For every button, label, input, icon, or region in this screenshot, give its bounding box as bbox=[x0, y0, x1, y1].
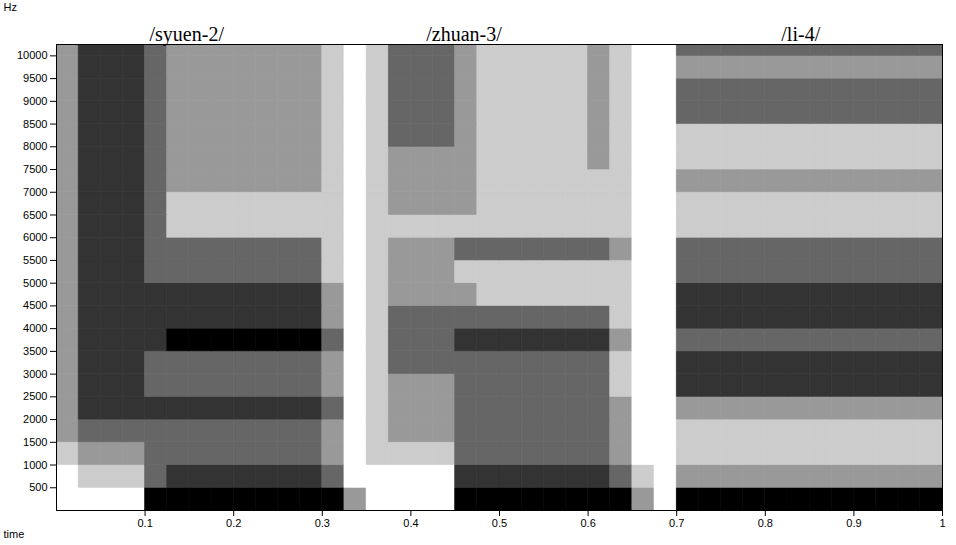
svg-text:4000: 4000 bbox=[23, 322, 47, 334]
svg-text:500: 500 bbox=[29, 481, 47, 493]
svg-text:8000: 8000 bbox=[23, 140, 47, 152]
svg-text:0.9: 0.9 bbox=[846, 517, 861, 529]
svg-text:4500: 4500 bbox=[23, 299, 47, 311]
svg-text:0.1: 0.1 bbox=[137, 517, 152, 529]
svg-text:/zhuan-3/: /zhuan-3/ bbox=[426, 23, 502, 45]
svg-text:2000: 2000 bbox=[23, 413, 47, 425]
svg-text:1000: 1000 bbox=[23, 459, 47, 471]
svg-text:7000: 7000 bbox=[23, 186, 47, 198]
svg-text:0.2: 0.2 bbox=[226, 517, 241, 529]
svg-text:0.8: 0.8 bbox=[758, 517, 773, 529]
svg-text:0.5: 0.5 bbox=[492, 517, 507, 529]
svg-text:6500: 6500 bbox=[23, 209, 47, 221]
svg-text:6000: 6000 bbox=[23, 231, 47, 243]
svg-text:3500: 3500 bbox=[23, 345, 47, 357]
svg-text:0.4: 0.4 bbox=[403, 517, 418, 529]
svg-text:time: time bbox=[4, 528, 25, 540]
svg-text:1: 1 bbox=[939, 517, 945, 529]
svg-text:Hz: Hz bbox=[4, 1, 17, 13]
svg-text:10000: 10000 bbox=[17, 49, 48, 61]
svg-text:7500: 7500 bbox=[23, 163, 47, 175]
svg-text:0.3: 0.3 bbox=[315, 517, 330, 529]
svg-text:5000: 5000 bbox=[23, 277, 47, 289]
svg-text:0.6: 0.6 bbox=[580, 517, 595, 529]
svg-text:3000: 3000 bbox=[23, 368, 47, 380]
svg-text:/li-4/: /li-4/ bbox=[781, 23, 820, 45]
svg-text:1500: 1500 bbox=[23, 436, 47, 448]
svg-text:8500: 8500 bbox=[23, 118, 47, 130]
svg-text:/syuen-2/: /syuen-2/ bbox=[150, 23, 225, 46]
svg-text:9500: 9500 bbox=[23, 72, 47, 84]
svg-text:9000: 9000 bbox=[23, 95, 47, 107]
svg-text:5500: 5500 bbox=[23, 254, 47, 266]
svg-text:2500: 2500 bbox=[23, 390, 47, 402]
svg-text:0.7: 0.7 bbox=[669, 517, 684, 529]
